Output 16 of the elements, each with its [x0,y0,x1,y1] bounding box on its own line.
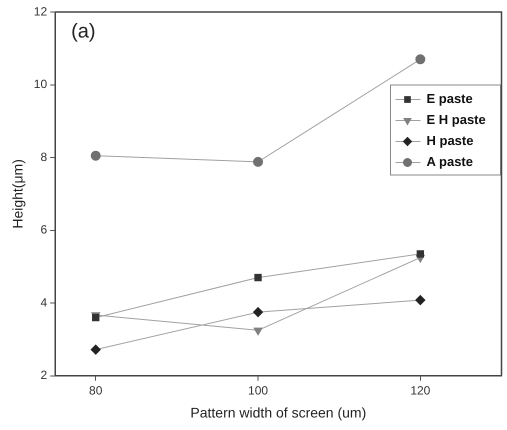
y-tick-label: 6 [40,222,48,237]
y-tick-label: 4 [40,295,48,310]
y-tick-label: 8 [40,150,48,164]
x-axis-title: Pattern width of screen (um) [190,404,366,420]
x-tick-label: 120 [410,383,431,398]
legend-label: E paste [426,91,473,106]
y-tick-label: 10 [34,77,48,92]
y-tick-label: 2 [40,368,48,382]
y-tick-label: 12 [34,4,48,18]
annotation: (a) [71,20,96,43]
x-tick-label: 100 [248,383,268,398]
legend-label: H paste [426,133,474,148]
x-tick-label: 80 [89,383,103,398]
legend-label: E H paste [426,112,486,128]
y-axis-title: Height(μm) [9,159,26,229]
legend-label: A paste [426,154,473,170]
